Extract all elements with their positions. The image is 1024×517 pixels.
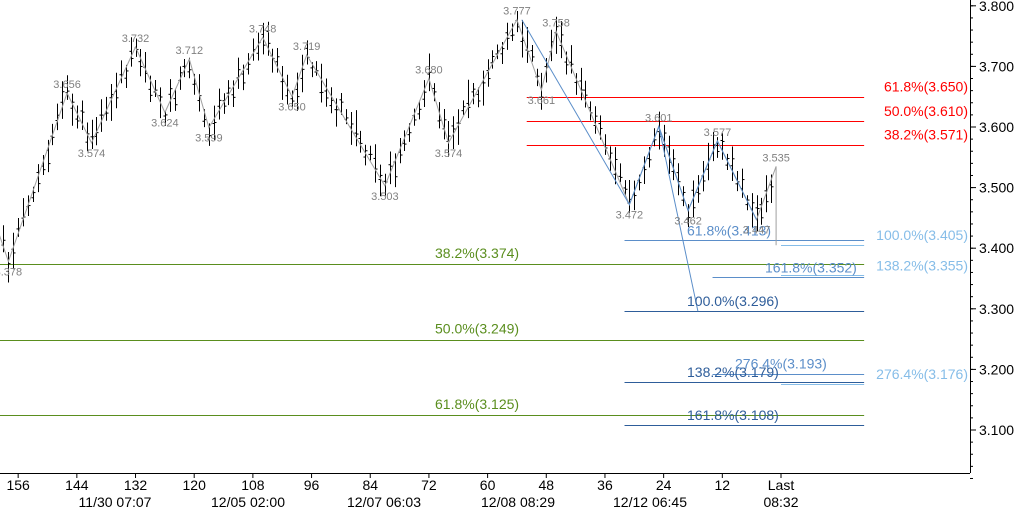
swing-line	[658, 126, 757, 220]
y-tick-label: 3.100	[979, 422, 1014, 438]
x-tick-label: 60	[480, 477, 496, 493]
level-label: 138.2%(3.355)	[876, 257, 968, 273]
pivot-label: 3.462	[674, 216, 702, 228]
level-label: 61.8%(3.413)	[687, 222, 771, 238]
level-label: 276.4%(3.176)	[876, 366, 968, 382]
x-tick-label: 156	[6, 477, 30, 493]
pivot-label: 3.650	[278, 102, 306, 114]
level-label: 100.0%(3.296)	[687, 293, 779, 309]
pivot-label: 3.535	[762, 152, 790, 164]
pivot-label: 3.447	[743, 225, 771, 237]
pivot-label: 3.472	[616, 210, 644, 222]
swing-line	[521, 19, 699, 312]
pivot-label: 3.574	[435, 148, 463, 160]
level-label: 61.8%(3.125)	[435, 396, 519, 412]
pivot-label: 3.656	[53, 79, 81, 91]
x-tick-label: 132	[124, 477, 148, 493]
x-date-label: 12/08 08:29	[481, 494, 555, 510]
pivot-label: 3.624	[151, 117, 179, 129]
pivot-label: 3.661	[528, 95, 556, 107]
y-tick-label: 3.800	[979, 0, 1014, 14]
y-tick-label: 3.500	[979, 180, 1014, 196]
pivot-label: 3.712	[176, 45, 204, 57]
pivot-label: 3.574	[78, 148, 106, 160]
y-tick-label: 3.200	[979, 361, 1014, 377]
pivot-label: 3.599	[195, 133, 223, 145]
x-tick-label: 96	[304, 477, 320, 493]
pivot-label: 3.577	[704, 127, 732, 139]
x-tick-label: 36	[597, 477, 613, 493]
x-date-label: 12/07 06:03	[347, 494, 421, 510]
y-tick-label: 3.600	[979, 119, 1014, 135]
level-label: 161.8%(3.352)	[765, 259, 857, 275]
pivot-label: 3.680	[415, 65, 443, 77]
x-date-label: 08:32	[763, 494, 798, 510]
x-tick-label: 72	[421, 477, 437, 493]
x-tick-label: 84	[362, 477, 378, 493]
x-date-label: 12/05 02:00	[211, 494, 285, 510]
x-tick-label: Last	[768, 477, 795, 493]
level-label: 38.2%(3.374)	[435, 245, 519, 261]
x-tick-label: 48	[538, 477, 554, 493]
y-tick-label: 3.300	[979, 301, 1014, 317]
x-tick-label: 120	[183, 477, 207, 493]
pivot-label: 3.601	[645, 112, 673, 124]
x-tick-label: 108	[241, 477, 265, 493]
pivot-label: 3.378	[0, 267, 22, 279]
y-tick-label: 3.700	[979, 58, 1014, 74]
level-label: 161.8%(3.108)	[687, 407, 779, 423]
x-date-label: 12/12 06:45	[613, 494, 687, 510]
x-tick-label: 12	[715, 477, 731, 493]
level-label: 61.8%(3.650)	[884, 79, 968, 95]
x-date-label: 11/30 07:07	[79, 494, 152, 510]
level-label: 50.0%(3.249)	[435, 321, 519, 337]
level-label: 100.0%(3.405)	[876, 227, 968, 243]
y-tick-label: 3.400	[979, 240, 1014, 256]
pivot-label: 3.503	[371, 191, 399, 203]
x-tick-label: 24	[656, 477, 672, 493]
pivot-label: 3.758	[542, 17, 570, 29]
pivot-label: 3.732	[122, 33, 150, 45]
pivot-label: 3.777	[503, 6, 531, 18]
level-label: 138.2%(3.179)	[687, 364, 779, 380]
level-label: 276.4%(3.193)	[735, 356, 827, 372]
level-label: 38.2%(3.571)	[884, 127, 968, 143]
level-label: 50.0%(3.610)	[884, 103, 968, 119]
x-tick-label: 144	[65, 477, 89, 493]
pivot-label: 3.748	[249, 23, 277, 35]
pivot-label: 3.719	[293, 41, 321, 53]
